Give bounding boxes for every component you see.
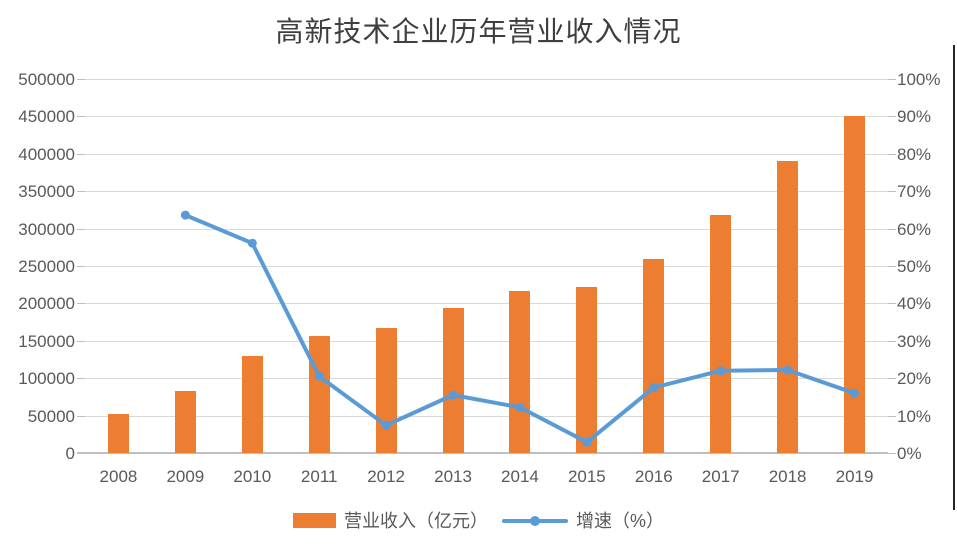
left-axis-tick bbox=[77, 228, 85, 230]
left-axis-label: 50000 bbox=[27, 406, 75, 426]
right-axis-tick bbox=[888, 378, 896, 380]
gridline bbox=[85, 228, 888, 230]
right-axis-tick bbox=[888, 191, 896, 193]
revenue-bar-2010 bbox=[241, 355, 263, 453]
right-axis-label: 0% bbox=[897, 444, 922, 463]
legend: 营业收入（亿元） 增速（%） bbox=[0, 504, 957, 536]
right-axis-tick bbox=[888, 79, 896, 80]
x-axis-label-2008: 2008 bbox=[99, 467, 138, 486]
right-axis-tick bbox=[888, 266, 896, 267]
revenue-bar-2019 bbox=[844, 116, 866, 453]
gridline bbox=[85, 79, 888, 80]
right-axis-tick bbox=[888, 453, 896, 454]
left-axis-tick bbox=[77, 266, 85, 267]
right-axis-tick bbox=[888, 415, 896, 417]
right-axis-tick bbox=[888, 153, 896, 155]
legend-item-growth: 增速（%） bbox=[501, 507, 664, 533]
left-axis-label: 300000 bbox=[18, 219, 75, 239]
left-axis-tick bbox=[77, 191, 85, 193]
gridline bbox=[85, 415, 888, 417]
right-axis-tick bbox=[888, 303, 896, 305]
x-axis-label-2011: 2011 bbox=[300, 467, 338, 486]
left-axis-tick bbox=[77, 303, 85, 305]
x-axis-line bbox=[77, 452, 888, 454]
right-axis-label: 20% bbox=[897, 369, 932, 389]
x-axis-label-2009: 2009 bbox=[166, 467, 205, 486]
revenue-bar-2009 bbox=[174, 390, 196, 453]
gridline bbox=[85, 378, 888, 380]
revenue-legend-label: 营业收入（亿元） bbox=[343, 511, 488, 531]
left-axis-label: 450000 bbox=[18, 107, 75, 127]
gridline bbox=[85, 191, 888, 193]
growth-line-icon bbox=[501, 515, 568, 526]
left-axis-tick bbox=[77, 453, 85, 454]
x-axis-label-2017: 2017 bbox=[701, 467, 740, 486]
right-axis-tick bbox=[888, 228, 896, 230]
x-axis-label-2010: 2010 bbox=[233, 467, 272, 486]
left-axis-label: 400000 bbox=[18, 144, 75, 164]
window-edge-line bbox=[953, 45, 955, 510]
x-axis-label-2018: 2018 bbox=[768, 467, 807, 486]
revenue-bar-2017 bbox=[710, 215, 732, 453]
gridline bbox=[85, 340, 888, 342]
left-axis-tick bbox=[77, 79, 85, 80]
revenue-bar-2018 bbox=[777, 161, 799, 453]
right-axis-label: 90% bbox=[897, 107, 932, 127]
revenue-bar-2014 bbox=[509, 291, 531, 453]
right-axis-label: 70% bbox=[897, 182, 932, 202]
left-axis-tick bbox=[77, 415, 85, 417]
left-axis-tick bbox=[77, 340, 85, 342]
left-axis-label: 500000 bbox=[18, 70, 75, 89]
x-axis-label-2014: 2014 bbox=[501, 467, 539, 486]
right-axis-label: 30% bbox=[897, 331, 932, 351]
right-axis-tick bbox=[888, 116, 896, 118]
chart-title: 高新技术企业历年营业收入情况 bbox=[275, 15, 682, 48]
left-axis-tick bbox=[77, 153, 85, 155]
revenue-bar-2015 bbox=[576, 286, 598, 453]
growth-legend-label: 增速（%） bbox=[575, 511, 664, 531]
right-axis-label: 100% bbox=[897, 70, 941, 89]
x-axis-label-2013: 2013 bbox=[434, 467, 472, 486]
left-axis-label: 0 bbox=[65, 444, 75, 463]
gridline bbox=[85, 153, 888, 155]
left-axis-tick bbox=[77, 116, 85, 118]
left-axis-tick bbox=[77, 378, 85, 380]
x-axis-label-2015: 2015 bbox=[567, 467, 606, 486]
gridline bbox=[85, 266, 888, 267]
left-axis-label: 200000 bbox=[18, 294, 75, 314]
right-axis-label: 40% bbox=[897, 294, 932, 314]
right-axis-label: 80% bbox=[897, 144, 932, 164]
left-axis-label: 350000 bbox=[18, 182, 75, 202]
x-axis-label-2012: 2012 bbox=[367, 467, 406, 486]
revenue-bar-2016 bbox=[643, 258, 665, 453]
right-axis-tick bbox=[888, 340, 896, 342]
right-axis-label: 60% bbox=[897, 219, 932, 239]
revenue-bar-2013 bbox=[442, 307, 464, 453]
revenue-swatch-icon bbox=[292, 512, 336, 528]
right-axis-label: 50% bbox=[897, 257, 932, 276]
x-axis-label-2019: 2019 bbox=[835, 467, 874, 486]
left-axis-label: 100000 bbox=[18, 369, 75, 389]
gridline bbox=[85, 116, 888, 118]
revenue-bar-2008 bbox=[107, 414, 129, 453]
left-axis-label: 250000 bbox=[18, 257, 75, 276]
right-axis-label: 10% bbox=[897, 406, 932, 426]
x-axis-label-2016: 2016 bbox=[634, 467, 673, 486]
legend-item-revenue: 营业收入（亿元） bbox=[292, 507, 488, 533]
left-axis-label: 150000 bbox=[18, 331, 75, 351]
gridline bbox=[85, 303, 888, 305]
